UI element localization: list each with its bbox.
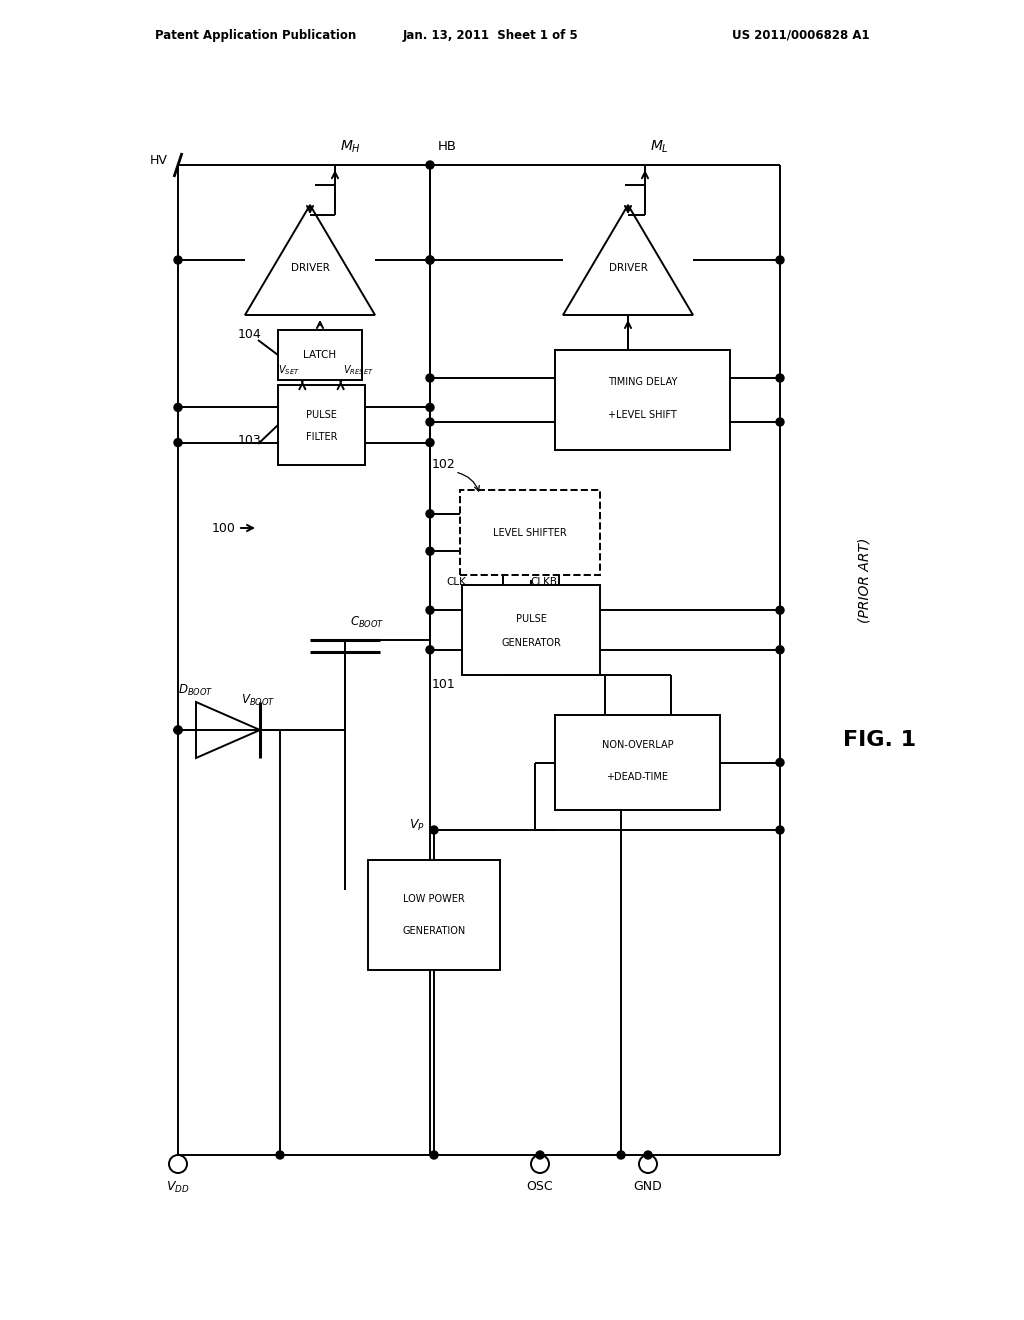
Circle shape bbox=[276, 1151, 284, 1159]
Circle shape bbox=[426, 404, 434, 412]
Text: PULSE: PULSE bbox=[306, 411, 337, 420]
Bar bbox=[555, 350, 730, 450]
Bar bbox=[278, 385, 365, 465]
Circle shape bbox=[426, 161, 434, 169]
Bar bbox=[278, 330, 362, 380]
Circle shape bbox=[426, 256, 434, 264]
Bar bbox=[460, 490, 600, 576]
Circle shape bbox=[430, 1151, 438, 1159]
Text: (PRIOR ART): (PRIOR ART) bbox=[858, 537, 872, 623]
Text: +LEVEL SHIFT: +LEVEL SHIFT bbox=[608, 411, 677, 420]
Bar bbox=[555, 715, 720, 810]
Text: $V_{RESET}$: $V_{RESET}$ bbox=[343, 363, 374, 378]
Circle shape bbox=[169, 1155, 187, 1173]
Text: +DEAD-TIME: +DEAD-TIME bbox=[606, 772, 669, 781]
Circle shape bbox=[426, 645, 434, 653]
Text: 103: 103 bbox=[238, 433, 262, 446]
Text: TIMING DELAY: TIMING DELAY bbox=[608, 378, 677, 387]
Circle shape bbox=[174, 726, 182, 734]
Circle shape bbox=[174, 256, 182, 264]
Text: DRIVER: DRIVER bbox=[291, 263, 330, 273]
Circle shape bbox=[531, 1155, 549, 1173]
Text: 104: 104 bbox=[238, 329, 262, 342]
Text: 100: 100 bbox=[212, 521, 236, 535]
Circle shape bbox=[426, 510, 434, 517]
Text: $V_P$: $V_P$ bbox=[410, 817, 425, 833]
Text: GENERATOR: GENERATOR bbox=[501, 639, 561, 648]
Text: 101: 101 bbox=[431, 678, 455, 692]
Text: Patent Application Publication: Patent Application Publication bbox=[155, 29, 356, 41]
Circle shape bbox=[776, 256, 784, 264]
Circle shape bbox=[776, 418, 784, 426]
Text: Jan. 13, 2011  Sheet 1 of 5: Jan. 13, 2011 Sheet 1 of 5 bbox=[402, 29, 578, 41]
Text: $V_{SET}$: $V_{SET}$ bbox=[279, 363, 300, 378]
Text: LOW POWER: LOW POWER bbox=[403, 894, 465, 903]
Circle shape bbox=[174, 404, 182, 412]
Circle shape bbox=[426, 374, 434, 381]
Bar bbox=[462, 585, 600, 675]
Text: $V_{DD}$: $V_{DD}$ bbox=[166, 1180, 189, 1195]
Circle shape bbox=[430, 826, 438, 834]
Text: 102: 102 bbox=[431, 458, 455, 471]
Text: HV: HV bbox=[151, 153, 168, 166]
Circle shape bbox=[644, 1151, 652, 1159]
Text: GND: GND bbox=[634, 1180, 663, 1193]
Text: LEVEL SHIFTER: LEVEL SHIFTER bbox=[494, 528, 567, 537]
Text: $D_{BOOT}$: $D_{BOOT}$ bbox=[178, 682, 213, 697]
Circle shape bbox=[617, 1151, 625, 1159]
Circle shape bbox=[426, 418, 434, 426]
Text: $M_H$: $M_H$ bbox=[340, 139, 361, 156]
Circle shape bbox=[426, 256, 434, 264]
Circle shape bbox=[426, 438, 434, 446]
Circle shape bbox=[536, 1151, 544, 1159]
Circle shape bbox=[776, 374, 784, 381]
Text: NON-OVERLAP: NON-OVERLAP bbox=[602, 741, 674, 750]
Circle shape bbox=[174, 726, 182, 734]
Text: HB: HB bbox=[438, 140, 457, 153]
Circle shape bbox=[776, 826, 784, 834]
Text: $C_{BOOT}$: $C_{BOOT}$ bbox=[350, 614, 384, 630]
Text: LATCH: LATCH bbox=[303, 350, 337, 360]
Circle shape bbox=[639, 1155, 657, 1173]
Circle shape bbox=[174, 438, 182, 446]
Text: OSC: OSC bbox=[526, 1180, 553, 1193]
Text: GENERATION: GENERATION bbox=[402, 927, 466, 936]
Circle shape bbox=[776, 606, 784, 614]
Text: $V_{BOOT}$: $V_{BOOT}$ bbox=[241, 693, 275, 708]
Circle shape bbox=[426, 548, 434, 556]
Text: US 2011/0006828 A1: US 2011/0006828 A1 bbox=[732, 29, 870, 41]
Circle shape bbox=[426, 606, 434, 614]
Text: CLK: CLK bbox=[446, 577, 466, 587]
Circle shape bbox=[776, 645, 784, 653]
Text: DRIVER: DRIVER bbox=[608, 263, 647, 273]
Text: FIG. 1: FIG. 1 bbox=[844, 730, 916, 750]
Text: FILTER: FILTER bbox=[306, 432, 337, 442]
Circle shape bbox=[776, 759, 784, 767]
Text: CLKB: CLKB bbox=[530, 577, 557, 587]
Bar bbox=[368, 861, 500, 970]
Text: $M_L$: $M_L$ bbox=[650, 139, 669, 156]
Text: PULSE: PULSE bbox=[515, 614, 547, 624]
